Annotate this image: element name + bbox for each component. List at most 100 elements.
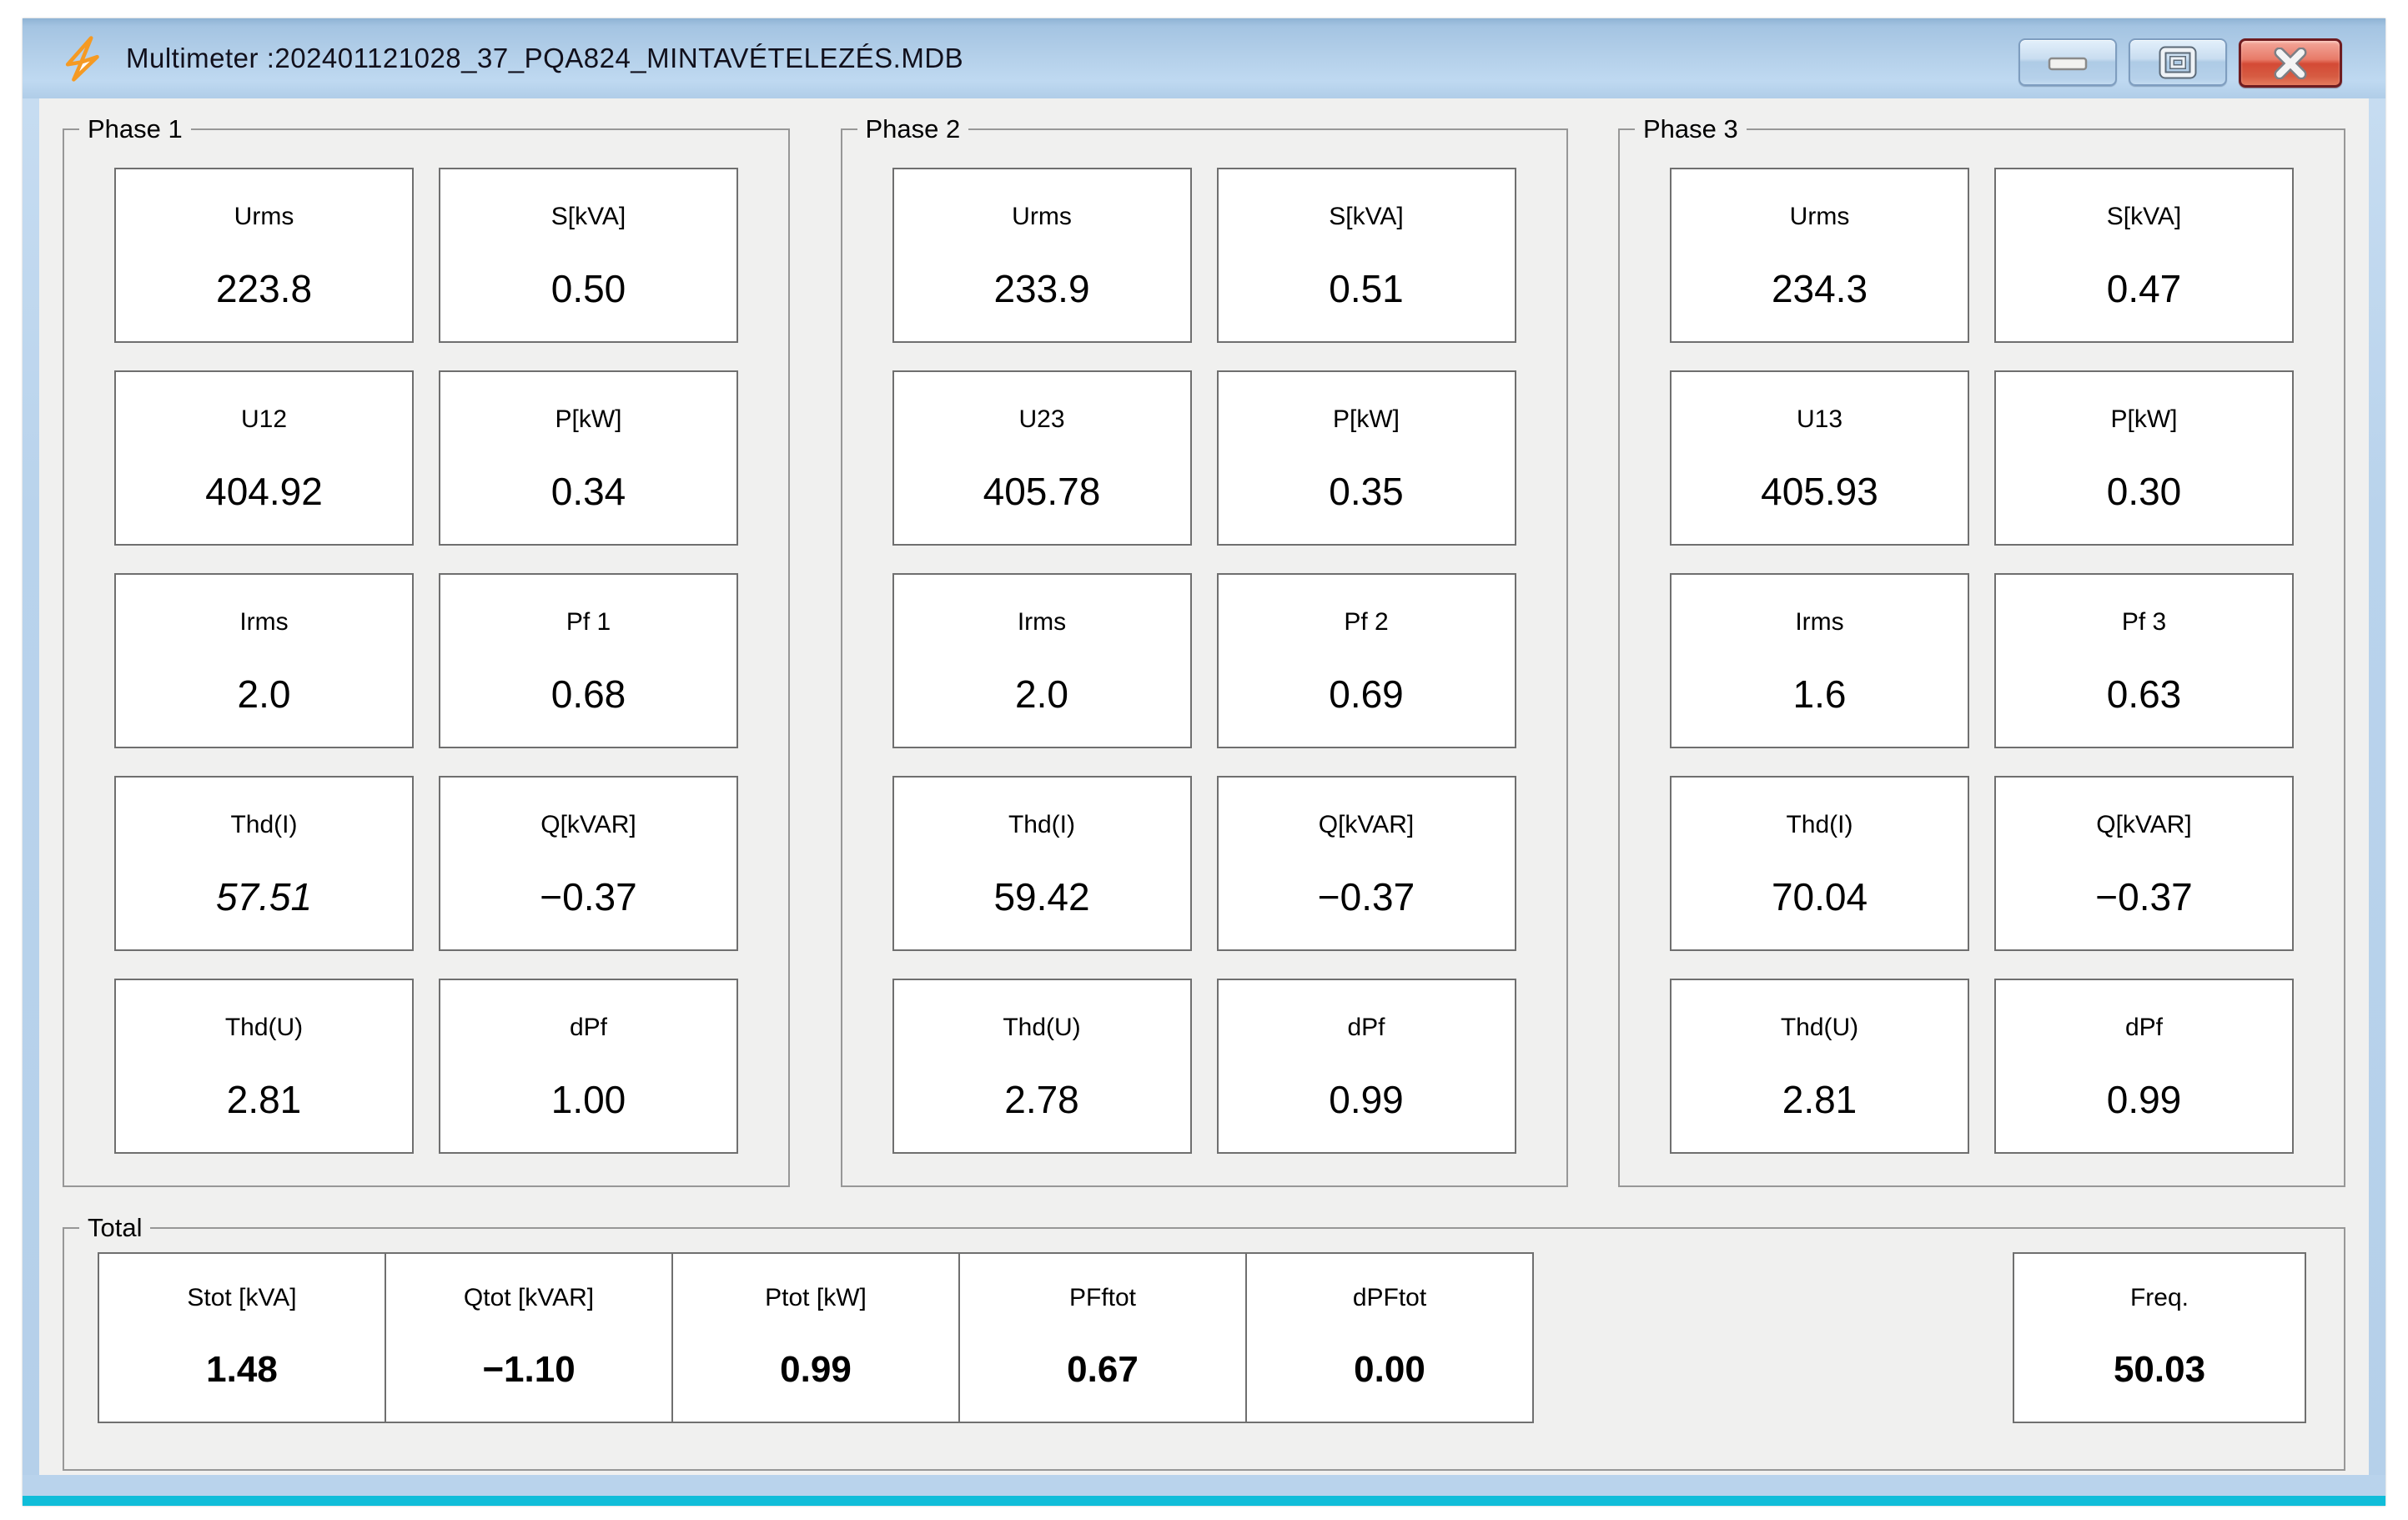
phase3-irms-cell: Irms 1.6	[1670, 573, 1969, 748]
phase2-irms-cell: Irms 2.0	[892, 573, 1192, 748]
measure-value: 50.03	[2113, 1349, 2206, 1390]
phase3-q-kvar-cell: Q[kVAR] −0.37	[1994, 776, 2294, 951]
maximize-button[interactable]	[2129, 38, 2227, 86]
measure-value: −0.37	[2095, 875, 2193, 919]
phase3-group: Phase 3 Urms 234.3 S[kVA] 0.47 U13 405.9	[1618, 114, 2345, 1187]
lightning-bolt-icon[interactable]	[61, 34, 109, 83]
measure-label: PFftot	[1068, 1284, 1137, 1311]
measure-value: 2.81	[226, 1078, 302, 1121]
measure-value: 404.92	[205, 470, 323, 513]
measure-value: 0.69	[1329, 672, 1404, 716]
measure-label: Thd(U)	[1780, 1014, 1859, 1041]
phase3-p-kw-cell: P[kW] 0.30	[1994, 370, 2294, 546]
measure-label: S[kVA]	[550, 203, 626, 230]
measure-label: P[kW]	[1333, 405, 1400, 433]
measure-value: 0.50	[550, 267, 626, 310]
measure-label: dPFtot	[1352, 1284, 1427, 1311]
measure-label: P[kW]	[2110, 405, 2178, 433]
window-bottom-edge	[23, 1496, 2385, 1506]
measure-label: Urms	[1012, 203, 1072, 230]
close-icon	[2274, 47, 2307, 79]
measure-label: Pf 2	[1344, 608, 1389, 636]
phase2-group-label: Phase 2	[857, 114, 969, 144]
phase1-group: Phase 1 Urms 223.8 S[kVA] 0.50 U12 404.9	[63, 114, 790, 1187]
measure-value: 2.0	[237, 672, 291, 716]
phase1-irms-cell: Irms 2.0	[114, 573, 414, 748]
measure-label: Urms	[1789, 203, 1850, 230]
measure-label: Urms	[234, 203, 294, 230]
titlebar[interactable]: Multimeter :202401121028_37_PQA824_MINTA…	[23, 18, 2385, 98]
phase2-thd-u-cell: Thd(U) 2.78	[892, 979, 1192, 1154]
total-freq-cell: Freq. 50.03	[2013, 1252, 2306, 1423]
window-title: Multimeter :202401121028_37_PQA824_MINTA…	[126, 43, 964, 73]
measure-label: Pf 1	[566, 608, 611, 636]
measure-value: 1.48	[206, 1349, 278, 1390]
window-frame: Phase 1 Urms 223.8 S[kVA] 0.50 U12 404.9	[23, 98, 2385, 1475]
measure-label: U12	[240, 405, 288, 433]
measure-label: S[kVA]	[2106, 203, 2182, 230]
measure-value: 223.8	[215, 267, 313, 310]
phase2-p-kw-cell: P[kW] 0.35	[1216, 370, 1516, 546]
minimize-button[interactable]	[2018, 38, 2117, 86]
measure-value: 405.93	[1761, 470, 1878, 513]
measure-label: dPf	[1347, 1014, 1385, 1041]
total-row: Stot [kVA] 1.48 Qtot [kVAR] −1.10 Ptot […	[64, 1229, 2344, 1469]
measure-label: Thd(I)	[1008, 811, 1075, 838]
measure-value: 59.42	[993, 875, 1090, 919]
total-group-label: Total	[79, 1213, 151, 1243]
close-button[interactable]	[2239, 38, 2342, 88]
client-area: Phase 1 Urms 223.8 S[kVA] 0.50 U12 404.9	[39, 98, 2369, 1475]
measure-value: −1.10	[482, 1349, 576, 1390]
phase1-dpf-cell: dPf 1.00	[439, 979, 738, 1154]
multimeter-window: Multimeter :202401121028_37_PQA824_MINTA…	[23, 18, 2385, 1506]
measure-value: 0.99	[1329, 1078, 1404, 1121]
total-stot-cell: Stot [kVA] 1.48	[98, 1252, 386, 1423]
measure-value: 2.81	[1782, 1078, 1858, 1121]
minimize-icon	[2048, 57, 2088, 70]
measure-label: Thd(I)	[1786, 811, 1853, 838]
phase2-pf2-cell: Pf 2 0.69	[1216, 573, 1516, 748]
measure-value: 0.30	[2106, 470, 2182, 513]
measure-label: P[kW]	[555, 405, 622, 433]
measure-label: Freq.	[2129, 1284, 2189, 1311]
phase1-group-label: Phase 1	[79, 114, 191, 144]
phase3-cell-grid: Urms 234.3 S[kVA] 0.47 U13 405.93 P[kW	[1620, 130, 2344, 1185]
phase1-q-kvar-cell: Q[kVAR] −0.37	[439, 776, 738, 951]
measure-value: 2.0	[1015, 672, 1068, 716]
measure-value: 70.04	[1771, 875, 1868, 919]
measure-value: 1.00	[550, 1078, 626, 1121]
total-ptot-cell: Ptot [kW] 0.99	[671, 1252, 960, 1423]
measure-label: Thd(I)	[230, 811, 298, 838]
phase2-thd-i-cell: Thd(I) 59.42	[892, 776, 1192, 951]
measure-value: 0.63	[2106, 672, 2182, 716]
window-bottom-border	[23, 1475, 2385, 1496]
measure-label: Qtot [kVAR]	[463, 1284, 595, 1311]
phase1-thd-i-cell: Thd(I) 57.51	[114, 776, 414, 951]
measure-value: 1.6	[1792, 672, 1847, 716]
phase3-s-kva-cell: S[kVA] 0.47	[1994, 168, 2294, 343]
measure-value: 0.68	[550, 672, 626, 716]
measure-value: −0.37	[1317, 875, 1415, 919]
restore-icon	[2159, 46, 2197, 78]
measure-label: Ptot [kW]	[765, 1284, 867, 1311]
window-controls	[2018, 38, 2342, 88]
measure-value: 0.99	[780, 1349, 852, 1390]
measure-label: dPf	[2124, 1014, 2164, 1041]
measure-value: 0.00	[1354, 1349, 1425, 1390]
phase1-thd-u-cell: Thd(U) 2.81	[114, 979, 414, 1154]
measure-value: 234.3	[1771, 267, 1868, 310]
total-group: Total Stot [kVA] 1.48 Qtot [kVAR] −1.10 …	[63, 1213, 2345, 1471]
measure-value: 2.78	[1004, 1078, 1079, 1121]
phase2-q-kvar-cell: Q[kVAR] −0.37	[1216, 776, 1516, 951]
measure-label: Q[kVAR]	[540, 811, 636, 838]
phase2-group: Phase 2 Urms 233.9 S[kVA] 0.51 U23 405.7	[840, 114, 1568, 1187]
measure-value: 405.78	[983, 470, 1101, 513]
measure-label: Q[kVAR]	[1318, 811, 1415, 838]
total-dpftot-cell: dPFtot 0.00	[1245, 1252, 1534, 1423]
phase1-pf1-cell: Pf 1 0.68	[439, 573, 738, 748]
phase3-thd-i-cell: Thd(I) 70.04	[1670, 776, 1969, 951]
measure-value: 57.51	[215, 875, 313, 919]
measure-value: 0.67	[1067, 1349, 1139, 1390]
phase3-pf3-cell: Pf 3 0.63	[1994, 573, 2294, 748]
phase2-s-kva-cell: S[kVA] 0.51	[1216, 168, 1516, 343]
